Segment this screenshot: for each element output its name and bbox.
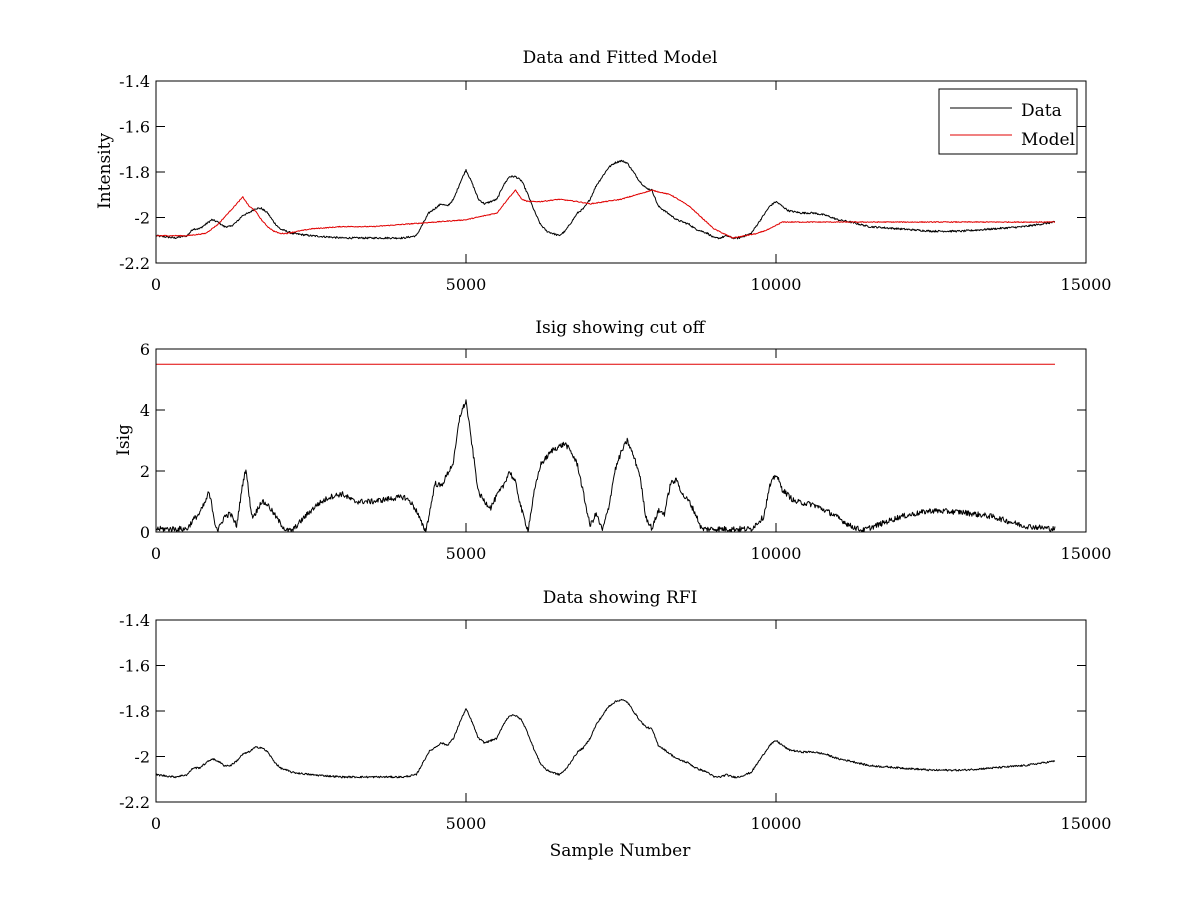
legend-model-label: Model <box>1021 130 1075 150</box>
y-tick-label: 4 <box>140 401 150 420</box>
data-series-line <box>155 399 1056 533</box>
x-tick-label: 15000 <box>1061 275 1112 294</box>
y-tick-label: -1.4 <box>119 611 150 630</box>
y-tick-label: -1.8 <box>119 702 150 721</box>
y-tick-label: -1.6 <box>119 118 150 137</box>
model-series-line <box>155 189 1055 239</box>
y-tick-label: -2.2 <box>119 793 150 812</box>
y-tick-label: 0 <box>140 523 150 542</box>
panel-2-title: Isig showing cut off <box>535 318 706 338</box>
x-tick-label: 0 <box>151 814 161 833</box>
panel-isig-showing-cut-off: Isig showing cut off Isig 0 5000 10000 1500… <box>114 318 1111 563</box>
panel-3-title: Data showing RFI <box>543 588 698 608</box>
x-tick-label: 10000 <box>751 275 802 294</box>
x-tick-label: 5000 <box>446 814 487 833</box>
x-tick-label: 15000 <box>1061 814 1112 833</box>
y-tick-label: 6 <box>140 340 150 359</box>
panel-2-frame <box>155 348 1087 533</box>
y-tick-label: -2 <box>134 748 150 767</box>
y-tick-label: -1.4 <box>119 72 150 91</box>
legend-data-label: Data <box>1021 101 1062 121</box>
x-tick-label: 10000 <box>751 544 802 563</box>
panel-3-xlabel: Sample Number <box>550 841 692 861</box>
x-tick-label: 5000 <box>446 275 487 294</box>
y-tick-label: -1.8 <box>119 163 150 182</box>
x-tick-label: 15000 <box>1061 544 1112 563</box>
panel-1-plot-area: 0 5000 10000 15000 -2.2 -2 -1.8 -1.6 -1.4 <box>119 72 1111 294</box>
panel-3-frame <box>155 619 1087 803</box>
y-tick-label: 2 <box>140 462 150 481</box>
panel-1-title: Data and Fitted Model <box>523 48 718 68</box>
panel-data-and-fitted-model: Data and Fitted Model Intensity 0 5000 100… <box>95 48 1111 294</box>
legend-box <box>938 88 1078 155</box>
data-series-line <box>155 698 1056 779</box>
x-tick-label: 5000 <box>446 544 487 563</box>
panel-data-showing-rfi: Data showing RFI 0 5000 10000 15000 -2.2 -2 -1… <box>119 588 1111 861</box>
data-series-line <box>155 159 1056 240</box>
panel-2-plot-area: 0 5000 10000 15000 0 2 4 6 <box>140 340 1112 563</box>
panel-1-legend: Data Model <box>938 88 1078 155</box>
x-tick-label: 10000 <box>751 814 802 833</box>
panel-2-ylabel: Isig <box>114 424 134 456</box>
y-tick-label: -1.6 <box>119 657 150 676</box>
panel-3-plot-area: 0 5000 10000 15000 -2.2 -2 -1.8 -1.6 -1.4 <box>119 611 1111 833</box>
panel-1-frame <box>155 80 1087 264</box>
panel-1-ylabel: Intensity <box>95 133 115 209</box>
x-tick-label: 0 <box>151 544 161 563</box>
y-tick-label: -2.2 <box>119 254 150 273</box>
x-tick-label: 0 <box>151 275 161 294</box>
y-tick-label: -2 <box>134 209 150 228</box>
